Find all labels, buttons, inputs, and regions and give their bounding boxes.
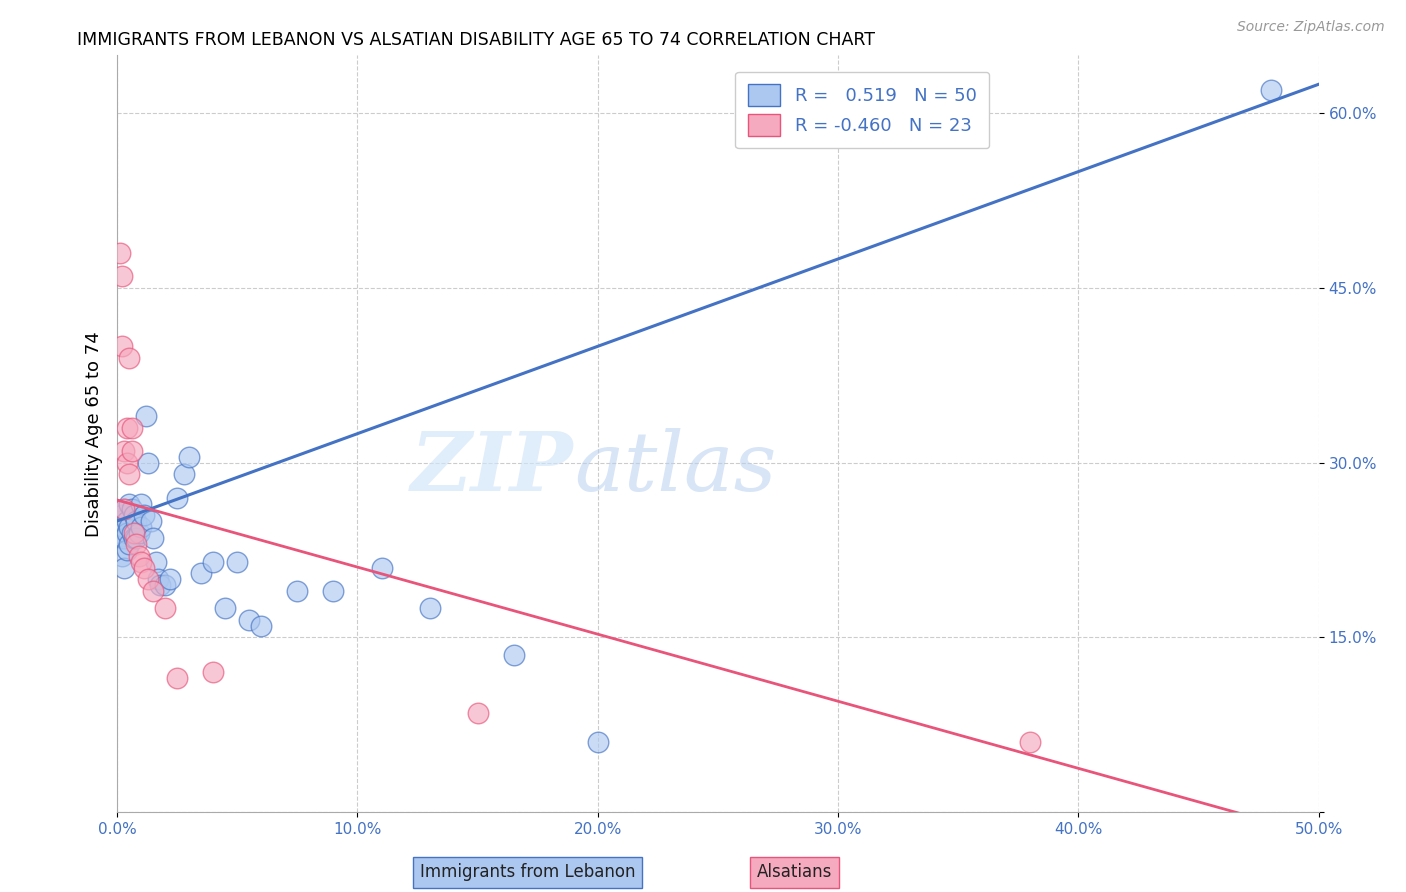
Point xyxy=(115,421,138,435)
Y-axis label: Disability Age 65 to 74: Disability Age 65 to 74 xyxy=(86,331,103,536)
Point xyxy=(202,555,225,569)
Point xyxy=(129,496,152,510)
Text: Source: ZipAtlas.com: Source: ZipAtlas.com xyxy=(1237,20,1385,34)
Point xyxy=(108,525,131,540)
Point xyxy=(322,583,344,598)
Point xyxy=(287,583,309,598)
Point xyxy=(118,467,141,482)
Point xyxy=(226,555,249,569)
Point xyxy=(129,520,152,534)
Text: IMMIGRANTS FROM LEBANON VS ALSATIAN DISABILITY AGE 65 TO 74 CORRELATION CHART: IMMIGRANTS FROM LEBANON VS ALSATIAN DISA… xyxy=(77,31,876,49)
Point xyxy=(115,525,138,540)
Point xyxy=(370,560,392,574)
Point xyxy=(166,491,188,505)
Point xyxy=(586,735,609,749)
Point xyxy=(179,450,201,464)
Point xyxy=(142,583,165,598)
Point xyxy=(1019,735,1042,749)
Point xyxy=(142,532,165,546)
Point xyxy=(111,339,134,353)
Point xyxy=(122,525,145,540)
Point xyxy=(173,467,195,482)
Point xyxy=(125,532,148,546)
Point xyxy=(112,520,135,534)
Point xyxy=(155,578,177,592)
Point xyxy=(111,508,134,523)
Point xyxy=(112,560,135,574)
Point xyxy=(125,537,148,551)
Point xyxy=(132,560,155,574)
Point xyxy=(146,572,169,586)
Point xyxy=(112,532,135,546)
Point xyxy=(250,619,273,633)
Point xyxy=(214,601,236,615)
Text: ZIP: ZIP xyxy=(411,427,574,508)
Point xyxy=(132,508,155,523)
Point xyxy=(118,351,141,365)
Point xyxy=(115,543,138,558)
Point xyxy=(121,525,143,540)
Point xyxy=(1260,83,1282,97)
Point xyxy=(121,502,143,516)
Text: Immigrants from Lebanon: Immigrants from Lebanon xyxy=(419,863,636,881)
Point xyxy=(128,549,150,563)
Point xyxy=(118,520,141,534)
Point xyxy=(419,601,441,615)
Point xyxy=(238,613,260,627)
Point xyxy=(159,572,181,586)
Point xyxy=(121,444,143,458)
Point xyxy=(112,444,135,458)
Point xyxy=(138,456,160,470)
Point xyxy=(122,508,145,523)
Point xyxy=(139,514,162,528)
Point xyxy=(108,514,131,528)
Point xyxy=(125,514,148,528)
Point xyxy=(202,665,225,680)
Text: Alsatians: Alsatians xyxy=(756,863,832,881)
Point xyxy=(166,671,188,685)
Point xyxy=(138,572,160,586)
Point xyxy=(115,514,138,528)
Point xyxy=(111,549,134,563)
Point xyxy=(111,269,134,284)
Point xyxy=(190,566,212,581)
Point xyxy=(115,456,138,470)
Point xyxy=(118,537,141,551)
Point xyxy=(129,555,152,569)
Point xyxy=(135,409,157,424)
Point xyxy=(502,648,524,662)
Point xyxy=(111,532,134,546)
Point xyxy=(112,502,135,516)
Point xyxy=(155,601,177,615)
Text: atlas: atlas xyxy=(574,427,776,508)
Point xyxy=(108,246,131,260)
Point xyxy=(467,706,489,720)
Point xyxy=(112,502,135,516)
Point xyxy=(149,578,172,592)
Point xyxy=(145,555,167,569)
Point xyxy=(121,421,143,435)
Point xyxy=(122,532,145,546)
Point xyxy=(128,525,150,540)
Legend: R =   0.519   N = 50, R = -0.460   N = 23: R = 0.519 N = 50, R = -0.460 N = 23 xyxy=(735,71,990,148)
Point xyxy=(118,496,141,510)
